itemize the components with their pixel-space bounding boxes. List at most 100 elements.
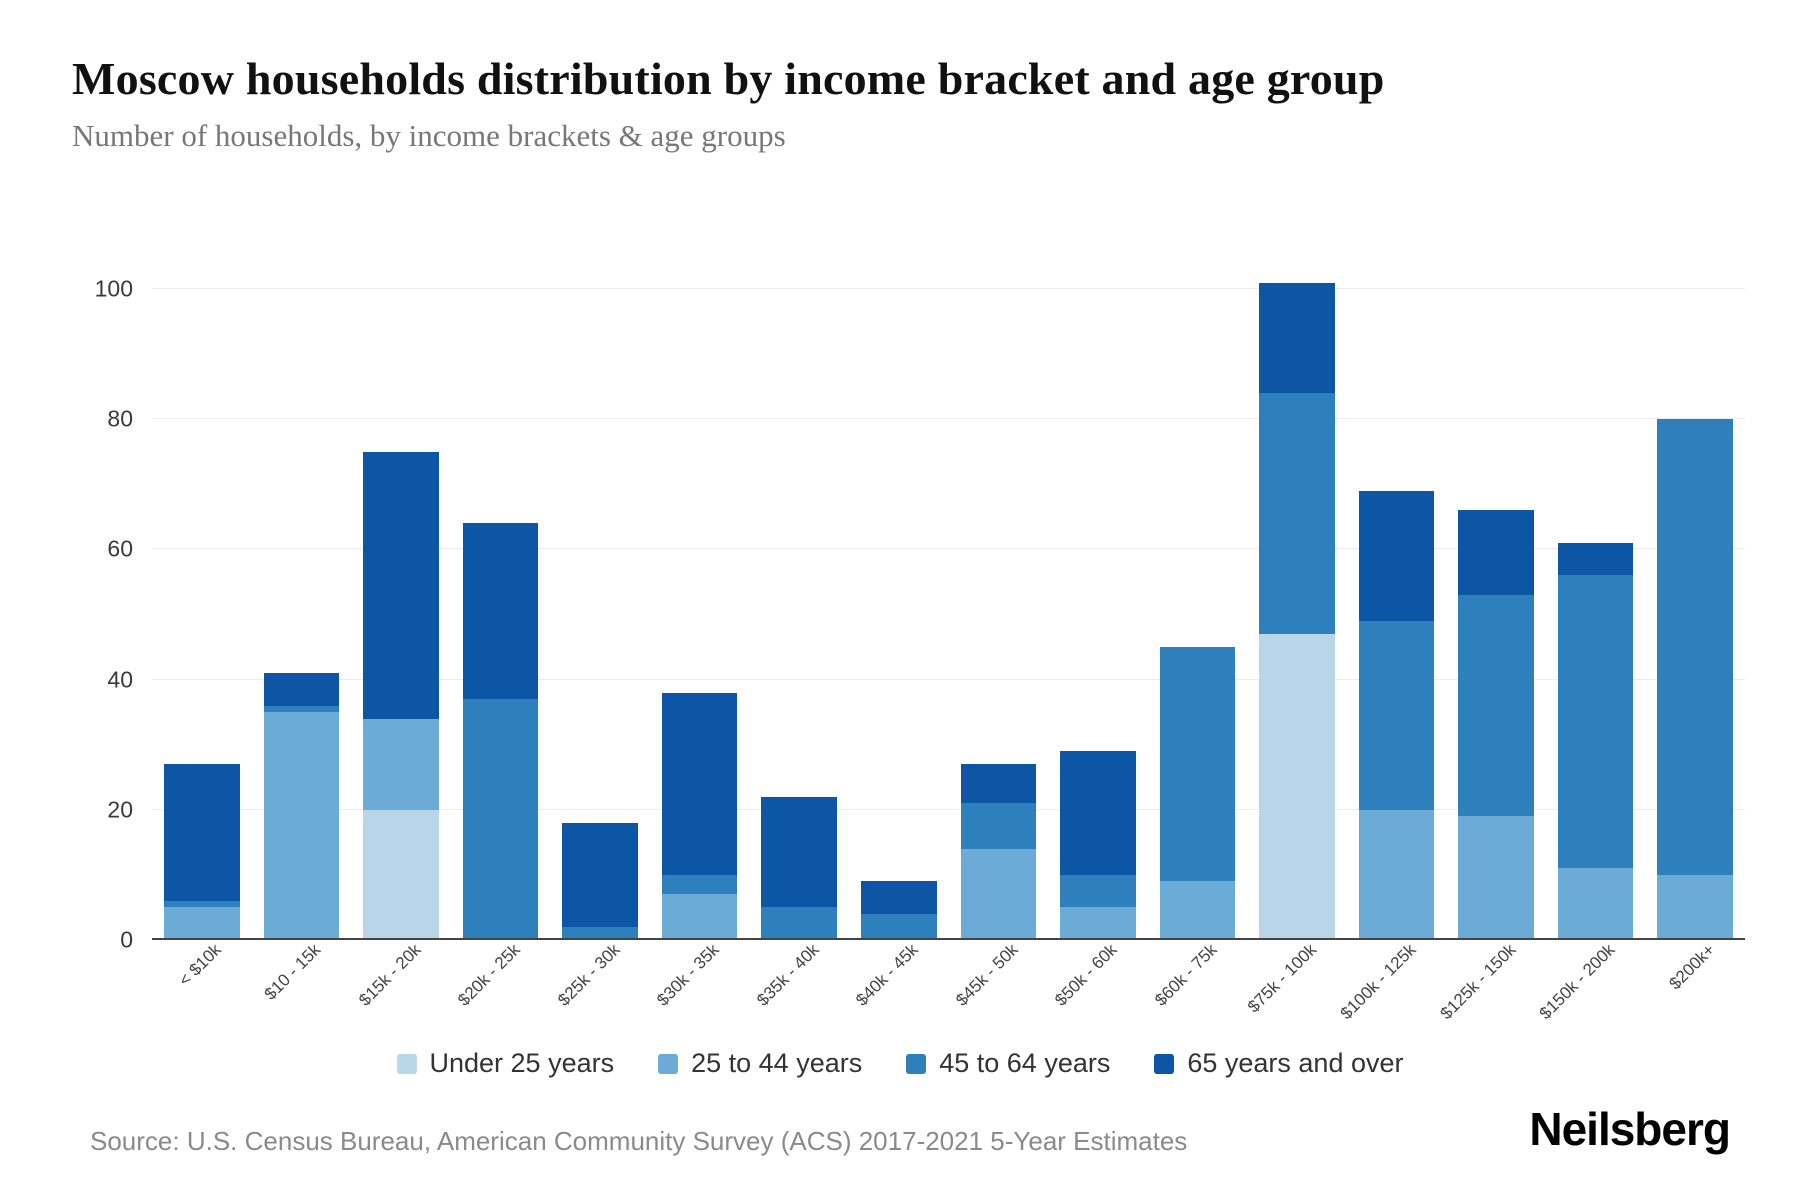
bar-segment [562, 926, 638, 940]
x-tick-label: $45k - 50k [952, 940, 1022, 1010]
gridline [152, 678, 1745, 680]
bar-segment [1657, 874, 1733, 940]
x-tick-label: $35k - 40k [752, 940, 823, 1010]
bar-stack [462, 250, 539, 940]
legend-swatch [1154, 1053, 1175, 1074]
x-tick-label: $20k - 25k [454, 940, 524, 1010]
bar-stack [263, 250, 340, 940]
bar-column: $150k - 200k [1536, 250, 1634, 1023]
bar-segment [263, 673, 340, 706]
x-tick-label: $10 - 15k [261, 940, 325, 1004]
legend-label: 65 years and over [1187, 1048, 1404, 1078]
x-tick-label: $15k - 20k [354, 940, 425, 1010]
x-axis-line [152, 938, 1745, 940]
legend-swatch [396, 1053, 417, 1074]
y-tick-label: 60 [107, 535, 133, 562]
bar-segment [1657, 419, 1733, 875]
bar-segment [1458, 595, 1534, 817]
bar-stack [1259, 250, 1335, 940]
bar-column: $40k - 45k [852, 250, 937, 1010]
bar-column: $60k - 75k [1151, 250, 1236, 1010]
bar-stack [960, 250, 1037, 940]
bar-segment [1458, 510, 1534, 596]
bar-stack [1657, 250, 1733, 940]
y-tick-label: 100 [94, 275, 133, 302]
bar-column: $20k - 25k [454, 250, 539, 1010]
bar-stack [562, 250, 638, 940]
bar-segment [363, 718, 439, 810]
bar-column: $125k - 150k [1436, 250, 1534, 1023]
bar-stack [164, 250, 240, 940]
x-tick-label: $30k - 35k [653, 940, 723, 1010]
bar-segment [1159, 647, 1236, 882]
x-tick-label: < $10k [175, 940, 226, 990]
bar-stack [1557, 250, 1634, 940]
bar-segment [1259, 634, 1335, 940]
bar-segment [960, 848, 1037, 940]
bar-segment [164, 900, 240, 908]
x-tick-label: $60k - 75k [1151, 940, 1221, 1010]
bar-segment [761, 796, 837, 908]
bar-stack [860, 250, 937, 940]
gridline [152, 808, 1745, 810]
legend-item: 45 to 64 years [906, 1048, 1110, 1079]
bar-segment [661, 894, 738, 940]
y-tick-label: 80 [107, 405, 133, 432]
bar-column: $15k - 20k [355, 250, 439, 1010]
chart-title: Moscow households distribution by income… [72, 53, 1385, 104]
gridline [152, 548, 1745, 550]
bar-segment [1060, 751, 1136, 875]
bar-segment [860, 881, 937, 914]
legend-item: 65 years and over [1154, 1048, 1404, 1079]
bar-segment [1358, 621, 1435, 810]
y-tick-label: 0 [120, 926, 133, 953]
bar-segment [661, 874, 738, 895]
x-tick-label: $50k - 60k [1051, 940, 1122, 1010]
bar-stack [1060, 250, 1136, 940]
x-tick-label: $75k - 100k [1244, 940, 1321, 1017]
gridline [152, 288, 1745, 290]
gridline [152, 418, 1745, 420]
bar-segment [462, 523, 539, 700]
y-tick-label: 40 [107, 666, 133, 693]
bar-segment [1358, 490, 1435, 622]
bars: < $10k $10 - 15k $15k - 20k $20k - 25k $25k … [152, 250, 1745, 1023]
x-tick-label: $100k - 125k [1336, 940, 1420, 1024]
bar-segment [363, 451, 439, 719]
chart-subtitle: Number of households, by income brackets… [72, 118, 786, 153]
legend-swatch [658, 1053, 679, 1074]
bar-stack [761, 250, 837, 940]
bar-stack [1358, 250, 1435, 940]
bar-segment [960, 803, 1037, 849]
bar-segment [1159, 881, 1236, 940]
y-tick-label: 20 [107, 796, 133, 823]
bar-segment [1060, 874, 1136, 908]
x-tick-label: $125k - 150k [1436, 940, 1520, 1024]
legend-swatch [906, 1053, 927, 1074]
bar-segment [462, 699, 539, 940]
bar-segment [1557, 575, 1634, 869]
bar-segment [1557, 868, 1634, 940]
x-tick-label: $25k - 30k [553, 940, 624, 1010]
bar-column: $100k - 125k [1337, 250, 1435, 1023]
bar-column: $50k - 60k [1052, 250, 1136, 1010]
bar-stack [1159, 250, 1236, 940]
bar-segment [960, 764, 1037, 804]
bar-segment [164, 764, 240, 901]
chart: 0 20 40 60 80 100 < $10k $10 - 15k $15k - 20k $2… [90, 250, 1745, 1023]
bar-segment [661, 692, 738, 875]
bar-segment [164, 907, 240, 940]
bar-stack [1458, 250, 1534, 940]
legend-label: 25 to 44 years [691, 1048, 863, 1078]
y-axis-labels: 0 20 40 60 80 100 [90, 250, 145, 953]
legend-item: Under 25 years [396, 1048, 614, 1079]
bar-segment [263, 705, 340, 713]
plot-area: < $10k $10 - 15k $15k - 20k $20k - 25k $25k … [152, 250, 1745, 1023]
bar-stack [363, 250, 439, 940]
x-tick-label: $200k+ [1665, 940, 1719, 994]
bar-segment [363, 809, 439, 940]
bar-column: $45k - 50k [952, 250, 1037, 1010]
source-note: Source: U.S. Census Bureau, American Com… [90, 1126, 1188, 1156]
bar-column: $25k - 30k [554, 250, 638, 1010]
